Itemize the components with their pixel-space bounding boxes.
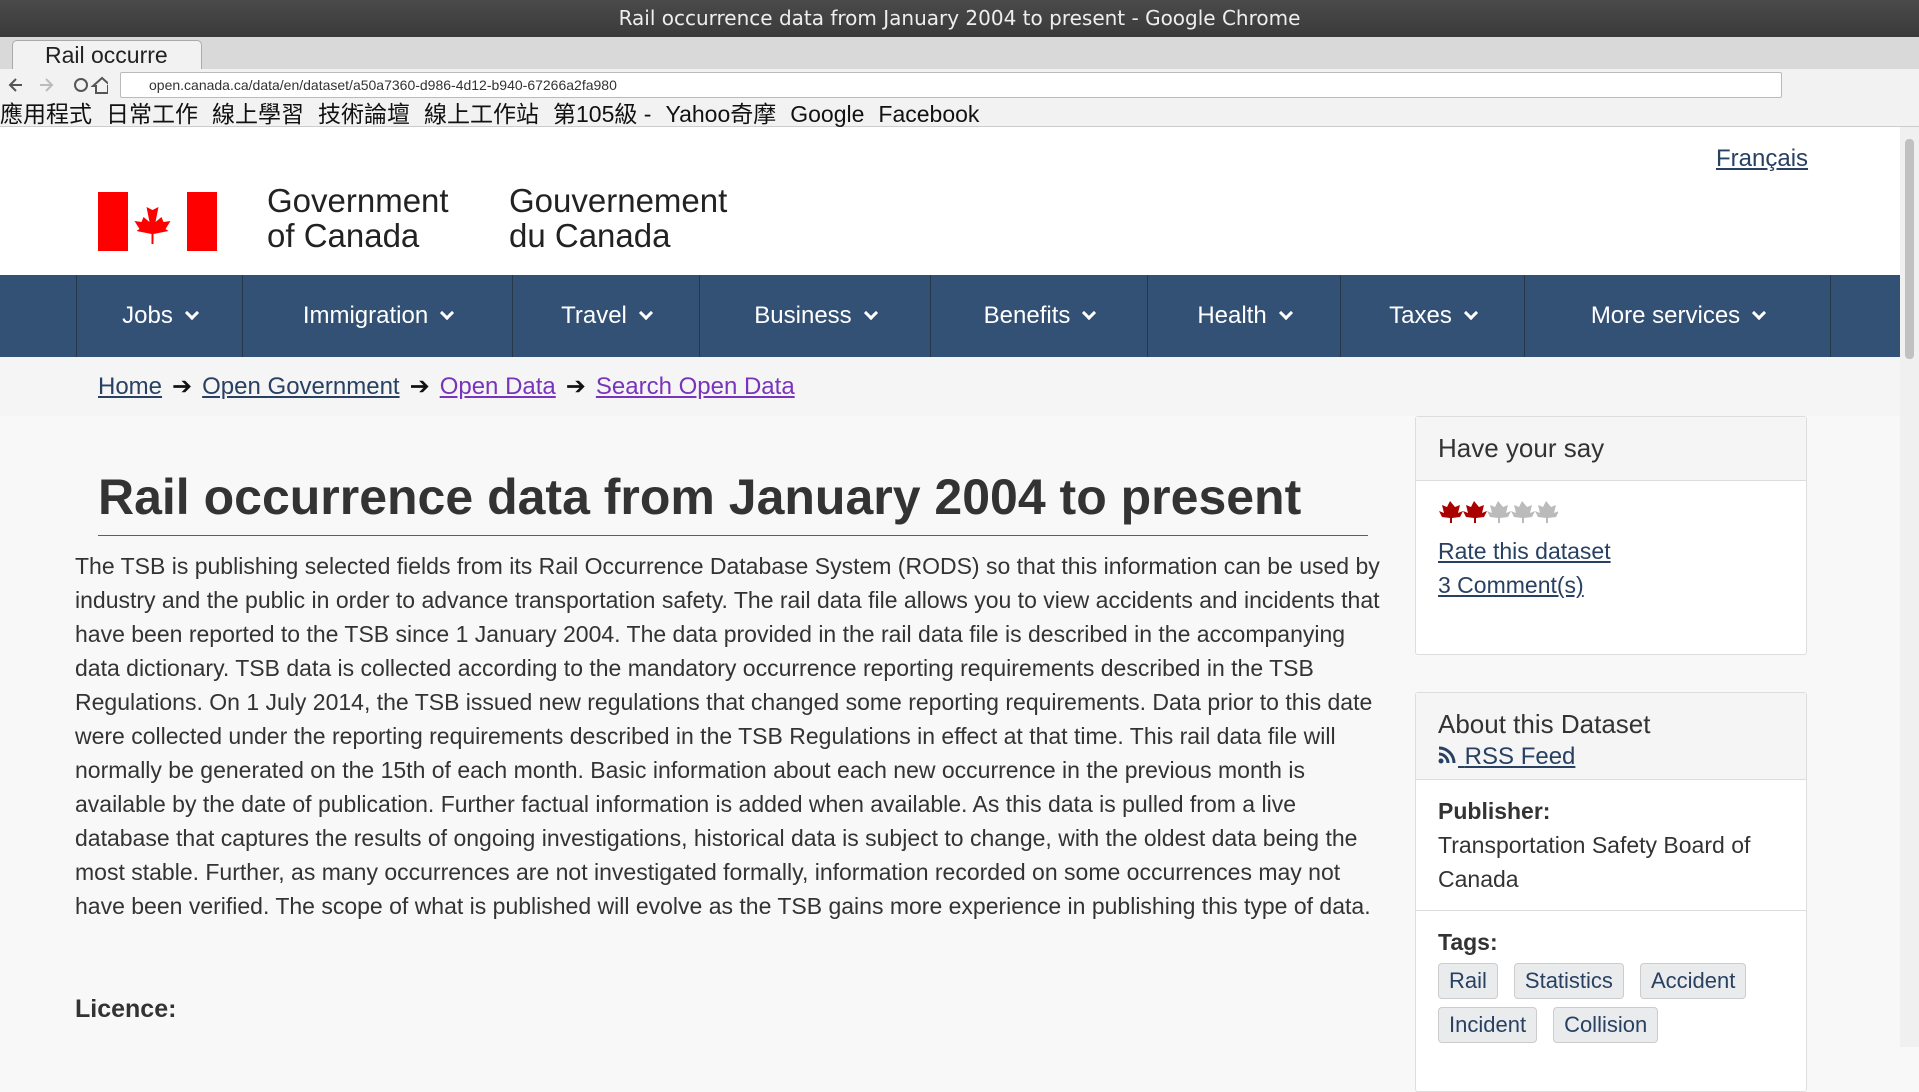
menu-label: Business: [754, 302, 852, 329]
dataset-description: The TSB is publishing selected fields fr…: [75, 553, 1380, 919]
chevron: [1463, 305, 1478, 321]
menu-item[interactable]: Benefits: [930, 275, 1147, 357]
menu-label: Immigration: [302, 302, 429, 329]
menu-divider: [1830, 275, 1831, 357]
address-bar[interactable]: open.canada.ca/data/en/dataset/a50a7360-…: [120, 72, 1782, 98]
tag[interactable]: Statistics: [1513, 963, 1624, 999]
bookmarks-bar: 應用程式 日常工作 線上學習 技術論壇 線上工作站 第105級 - Yahoo奇摩 Googl…: [0, 101, 1919, 127]
bookmark[interactable]: Facebook: [878, 101, 980, 127]
menu-label: Health: [1197, 302, 1267, 329]
tags: Tags: Rail Statistics AccidentIncident Colli…: [1416, 911, 1806, 1065]
menu-label: More services: [1590, 302, 1741, 329]
menu-item[interactable]: Taxes: [1340, 275, 1524, 357]
breadcrumb-arrow: ➔: [565, 373, 586, 400]
about-panel: About this Dataset RSS Feed Publisher: Tr…: [1415, 692, 1807, 1092]
tab-bar: Rail occurre: [0, 37, 1919, 69]
breadcrumb-arrow: ➔: [409, 373, 430, 400]
bookmark[interactable]: 線上學習: [212, 101, 304, 127]
tab[interactable]: Rail occurre: [12, 40, 202, 69]
menu-item[interactable]: Business: [699, 275, 930, 357]
main-menu: Jobs Immigration Travel Business Benefits Hea…: [0, 275, 1900, 357]
panel-heading: About this Dataset: [1438, 709, 1651, 739]
bookmark[interactable]: 技術論壇: [318, 101, 410, 127]
tag[interactable]: Incident: [1438, 1007, 1538, 1043]
web-page: Français Government of Canada Gouvernemen…: [0, 127, 1900, 1092]
licence-heading: Licence:: [75, 995, 177, 1023]
window-title: Rail occurrence data from January 2004 t…: [0, 0, 1919, 37]
menu-item[interactable]: Jobs: [76, 275, 242, 357]
chevron: [184, 305, 199, 321]
menu-item[interactable]: Travel: [512, 275, 699, 357]
rate-link[interactable]: Rate this dataset: [1438, 538, 1611, 564]
bookmark[interactable]: 日常工作: [106, 101, 198, 127]
tag[interactable]: Rail: [1438, 963, 1498, 999]
menu-label: Benefits: [983, 302, 1071, 329]
panel-heading: Have your say: [1416, 417, 1806, 481]
breadcrumbs: Home ➔ Open Government ➔ Open Data ➔ Search Op…: [0, 357, 1900, 416]
gov-name-en: Government of Canada: [267, 182, 449, 254]
breadcrumb-link[interactable]: Open Data: [439, 373, 556, 400]
rss-icon: [1438, 746, 1456, 764]
chevron: [1278, 305, 1293, 321]
breadcrumb-link[interactable]: Search Open Data: [595, 373, 795, 400]
language-link[interactable]: Français: [1716, 145, 1809, 172]
chevron: [863, 305, 878, 321]
tag[interactable]: Collision: [1553, 1007, 1659, 1043]
menu-label: Taxes: [1389, 302, 1452, 329]
chevron: [1082, 305, 1097, 321]
menu-label: Travel: [561, 302, 627, 329]
toolbar: open.canada.ca/data/en/dataset/a50a7360-…: [0, 69, 1919, 101]
chevron: [638, 305, 653, 321]
page-title: Rail occurrence data from January 2004 t…: [98, 467, 1368, 536]
bookmark[interactable]: Google: [790, 101, 865, 127]
gov-name-fr: Gouvernement du Canada: [509, 182, 728, 254]
canada-flag: [98, 192, 217, 251]
rating-stars[interactable]: [1438, 499, 1559, 525]
menu-item[interactable]: Immigration: [242, 275, 512, 357]
comments-link[interactable]: 3 Comment(s): [1438, 572, 1584, 598]
bookmark[interactable]: 線上工作站: [424, 101, 539, 127]
tag[interactable]: Accident: [1639, 963, 1747, 999]
bookmark[interactable]: 應用程式: [0, 101, 92, 127]
have-your-say-panel: Have your say Rate this dataset 3 Commen…: [1415, 416, 1807, 655]
breadcrumb-link[interactable]: Home: [98, 373, 163, 400]
chevron: [440, 305, 455, 321]
rss-link[interactable]: RSS Feed: [1438, 743, 1575, 770]
menu-label: Jobs: [122, 302, 173, 329]
menu-item[interactable]: Health: [1147, 275, 1340, 357]
chevron: [1752, 305, 1767, 321]
breadcrumb-arrow: ➔: [172, 373, 193, 400]
url: open.canada.ca/data/en/dataset/a50a7360-…: [149, 77, 617, 93]
nav-buttons[interactable]: [8, 75, 108, 95]
menu-item[interactable]: More services: [1524, 275, 1830, 357]
bookmark[interactable]: Yahoo奇摩: [665, 101, 777, 127]
panel-heading-block: About this Dataset RSS Feed: [1416, 693, 1806, 780]
scrollbar[interactable]: [1900, 127, 1919, 1047]
breadcrumb-link[interactable]: Open Government: [202, 373, 400, 400]
bookmark[interactable]: 第105級 -: [553, 101, 652, 127]
site-header: Français Government of Canada Gouvernemen…: [0, 127, 1900, 275]
publisher: Publisher: Transportation Safety Board of…: [1416, 780, 1806, 911]
tab-title: Rail occurre: [45, 42, 168, 68]
